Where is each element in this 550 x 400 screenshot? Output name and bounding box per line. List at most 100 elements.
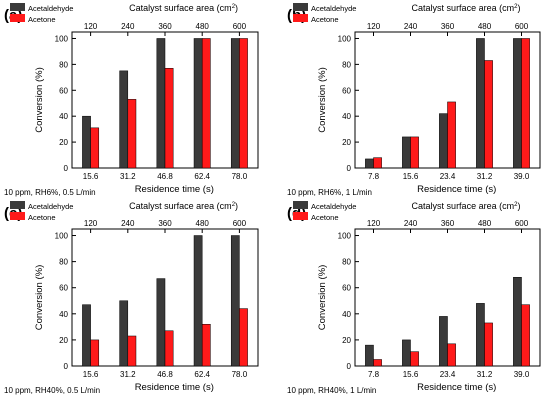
top-axis-title-end: ) [235, 201, 238, 211]
top-tick-label: 120 [84, 219, 98, 228]
bar-acetaldehyde [513, 38, 522, 169]
bar-acetaldehyde [193, 38, 203, 169]
legend-label-acetone: Acetone [311, 15, 339, 24]
legend-label-acetaldehyde: Acetaldehyde [311, 202, 356, 211]
x-tick-label: 39.0 [514, 370, 530, 379]
top-axis-title-text: Catalyst surface area (cm [412, 3, 515, 13]
bar-acetone [201, 323, 211, 367]
bar-acetaldehyde [230, 235, 240, 367]
top-axis-title-sup: 2 [514, 4, 518, 10]
bar-acetone [447, 101, 456, 169]
x-axis-title: Residence time (s) [417, 382, 496, 393]
x-tick-label: 7.8 [368, 172, 380, 181]
top-axis-title-text: Catalyst surface area (cm [129, 3, 232, 13]
legend-label-acetone: Acetone [28, 15, 56, 24]
bar-acetaldehyde [119, 70, 129, 169]
y-tick-label: 80 [342, 60, 351, 69]
top-tick-label: 480 [196, 22, 210, 31]
y-tick-label: 20 [59, 336, 68, 345]
y-tick-label: 40 [342, 310, 351, 319]
top-tick-label: 480 [196, 219, 210, 228]
condition-caption: 10 ppm, RH40%, 0.5 L/min [4, 386, 100, 395]
top-tick-label: 360 [441, 219, 455, 228]
top-tick-label: 360 [441, 22, 455, 31]
bar-acetone [410, 351, 419, 367]
x-tick-label: 23.4 [440, 370, 456, 379]
bar-acetone [484, 60, 493, 169]
bar-acetaldehyde [156, 38, 166, 169]
top-axis-title: Catalyst surface area (cm2) [129, 3, 238, 13]
bar-acetone [127, 99, 137, 169]
y-tick-label: 40 [59, 112, 68, 121]
y-tick-label: 40 [342, 112, 351, 121]
y-tick-label: 0 [64, 164, 69, 173]
top-axis-title-sup: 2 [232, 4, 236, 10]
condition-caption: 10 ppm, RH40%, 1 L/min [287, 386, 376, 395]
legend-swatch-acetone [10, 212, 25, 220]
y-tick-label: 80 [59, 60, 68, 69]
x-axis-title: Residence time (s) [135, 382, 214, 393]
top-tick-label: 600 [515, 22, 529, 31]
y-tick-label: 40 [59, 310, 68, 319]
x-tick-label: 78.0 [232, 370, 248, 379]
y-tick-label: 0 [347, 362, 352, 371]
top-axis-title-text: Catalyst surface area (cm [412, 201, 515, 211]
bar-acetone [201, 38, 211, 169]
y-axis-title: Conversion (%) [317, 265, 328, 330]
bar-acetone [373, 157, 382, 169]
top-axis-title: Catalyst surface area (cm2) [412, 201, 521, 211]
bar-acetaldehyde [119, 300, 129, 367]
top-tick-label: 240 [121, 22, 135, 31]
y-tick-label: 100 [338, 232, 352, 241]
x-tick-label: 15.6 [403, 172, 419, 181]
y-tick-label: 0 [347, 164, 352, 173]
bar-acetone [127, 335, 137, 367]
x-tick-label: 46.8 [157, 172, 173, 181]
bar-acetone [447, 343, 456, 367]
top-tick-label: 240 [121, 219, 135, 228]
legend-swatch-acetone [293, 212, 308, 220]
y-tick-label: 20 [342, 336, 351, 345]
top-tick-label: 360 [158, 219, 172, 228]
bar-acetaldehyde [439, 316, 448, 367]
bar-acetone [521, 304, 530, 367]
y-tick-label: 80 [59, 258, 68, 267]
bar-acetaldehyde [193, 235, 203, 367]
x-tick-label: 31.2 [477, 370, 493, 379]
y-axis-title: Conversion (%) [34, 265, 45, 330]
top-axis-title-end: ) [235, 3, 238, 13]
top-tick-label: 120 [367, 22, 381, 31]
x-tick-label: 31.2 [120, 172, 136, 181]
condition-caption: 10 ppm, RH6%, 1 L/min [287, 188, 372, 197]
legend-swatch-acetaldehyde [293, 3, 308, 11]
x-tick-label: 31.2 [477, 172, 493, 181]
bar-acetone [90, 127, 100, 169]
bar-acetaldehyde [365, 344, 374, 367]
legend-swatch-acetone [10, 14, 25, 22]
x-tick-label: 15.6 [83, 172, 99, 181]
bar-acetaldehyde [82, 115, 91, 169]
top-tick-label: 480 [478, 22, 492, 31]
x-axis-title: Residence time (s) [417, 184, 496, 195]
bar-acetone [239, 308, 248, 367]
top-tick-label: 240 [404, 219, 418, 228]
x-tick-label: 23.4 [440, 172, 456, 181]
top-tick-label: 360 [158, 22, 172, 31]
top-axis-title: Catalyst surface area (cm2) [129, 201, 238, 211]
x-tick-label: 46.8 [157, 370, 173, 379]
legend-swatch-acetaldehyde [10, 201, 25, 209]
bar-acetone [484, 322, 493, 367]
top-tick-label: 120 [367, 219, 381, 228]
top-tick-label: 240 [404, 22, 418, 31]
top-axis-title-end: ) [517, 201, 520, 211]
legend-swatch-acetone [293, 14, 308, 22]
bar-acetone [373, 359, 382, 367]
bar-acetaldehyde [82, 304, 91, 367]
y-tick-label: 60 [59, 86, 68, 95]
x-tick-label: 15.6 [83, 370, 99, 379]
top-axis-title-sup: 2 [514, 202, 518, 208]
x-axis-title: Residence time (s) [135, 184, 214, 195]
